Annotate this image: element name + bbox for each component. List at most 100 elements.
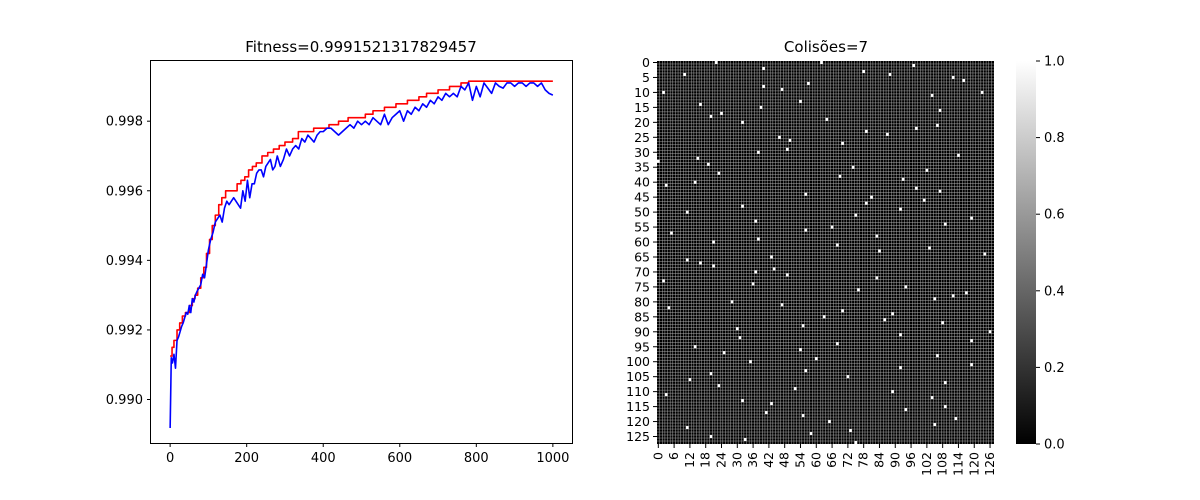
heatmap-cell-one [693, 345, 697, 349]
heatmap-y-tick-label: 90 [634, 324, 650, 339]
heatmap-cell-one [801, 414, 805, 418]
heatmap-cell-one [699, 102, 702, 106]
heatmap-y-tick-label: 70 [634, 264, 650, 279]
heatmap-cell-one [875, 234, 879, 238]
heatmap-cell-one [901, 177, 905, 181]
heatmap-cell-one [904, 408, 908, 412]
heatmap-x-tick-label: 54 [792, 452, 807, 468]
y-tick-label: 0.996 [106, 184, 143, 199]
heatmap-x-tick-label: 126 [982, 452, 997, 476]
heatmap-y-tick-label: 40 [634, 175, 650, 190]
collisions-chart-title: Colisões=7 [784, 38, 868, 56]
heatmap-cell-one [933, 423, 937, 427]
heatmap-x-tick-label: 90 [887, 452, 902, 468]
heatmap-cell-one [741, 204, 744, 208]
heatmap-cell-one [854, 441, 858, 444]
heatmap-cell-one [891, 390, 894, 394]
heatmap-cell-one [962, 78, 966, 82]
heatmap-cell-one [709, 372, 713, 376]
heatmap-cell-one [830, 225, 834, 229]
heatmap-cell-one [793, 387, 797, 391]
heatmap-cell-one [864, 129, 868, 133]
heatmap-cell-one [749, 360, 752, 364]
heatmap-x-tick-label: 0 [650, 452, 665, 460]
heatmap-cell-one [762, 66, 765, 70]
heatmap-cell-one [930, 93, 934, 97]
heatmap-cell-one [804, 369, 808, 373]
collisions-chart: Colisões=7 05101520253035404550556065707… [626, 38, 997, 476]
heatmap-cell-one [717, 384, 721, 388]
heatmap-cell-one [780, 87, 784, 91]
heatmap-cell-one [870, 195, 873, 199]
x-tick-label: 800 [464, 451, 489, 466]
x-tick-label: 600 [387, 451, 412, 466]
colorbar-tick-label: 0.0 [1044, 438, 1065, 453]
heatmap-cell-one [825, 117, 829, 121]
heatmap-x-tick-label: 60 [808, 452, 823, 468]
heatmap-cells [657, 61, 994, 444]
heatmap-cell-one [693, 180, 697, 184]
heatmap-cell-one [915, 126, 918, 130]
heatmap-cell-one [888, 72, 892, 76]
heatmap-cell-one [807, 81, 810, 85]
heatmap-cell-one [915, 186, 918, 190]
heatmap-cell-one [965, 291, 968, 295]
heatmap-cell-one [712, 240, 715, 244]
fitness-chart-title: Fitness=0.9991521317829457 [245, 38, 477, 56]
heatmap-cell-one [930, 396, 934, 400]
heatmap-cell-one [922, 198, 926, 202]
heatmap-x-tick-label: 84 [871, 452, 886, 468]
heatmap-x-tick-label: 48 [777, 452, 792, 468]
heatmap-cell-one [941, 321, 944, 325]
heatmap-cell-one [754, 270, 758, 274]
heatmap-cell-one [904, 285, 908, 289]
heatmap-cell-one [757, 237, 760, 241]
heatmap-cell-one [741, 120, 744, 124]
heatmap-cell-one [857, 288, 860, 292]
heatmap-cell-one [925, 168, 929, 172]
heatmap-y-tick-label: 0 [642, 55, 650, 70]
colorbar-tick-label: 0.8 [1044, 131, 1065, 146]
heatmap-y-tick-label: 95 [634, 339, 650, 354]
heatmap-cell-one [954, 417, 958, 421]
heatmap-cell-one [657, 159, 660, 163]
heatmap-y-tick-label: 20 [634, 115, 650, 130]
heatmap-cell-one [957, 153, 960, 157]
heatmap-cell-one [970, 216, 973, 220]
heatmap-cell-one [709, 435, 713, 439]
heatmap-cell-one [838, 174, 842, 178]
heatmap-cell-one [709, 114, 713, 118]
heatmap-y-tick-label: 120 [626, 414, 650, 429]
x-tick-label: 200 [234, 451, 259, 466]
y-tick-label: 0.992 [106, 323, 143, 338]
heatmap-x-tick-label: 12 [682, 452, 697, 468]
heatmap-cell-one [814, 357, 818, 361]
heatmap-y-tick-label: 100 [626, 354, 650, 369]
heatmap-x-tick-label: 120 [966, 452, 981, 476]
heatmap-cell-one [988, 330, 992, 334]
heatmap-cell-one [899, 207, 902, 211]
heatmap-x-tick-label: 96 [903, 452, 918, 468]
heatmap-cell-one [970, 339, 973, 343]
heatmap-x-tick-label: 18 [698, 452, 713, 468]
heatmap-cell-one [707, 162, 710, 166]
heatmap-cell-one [899, 333, 902, 337]
heatmap-x-tick-label: 24 [714, 452, 729, 468]
heatmap-cell-one [875, 276, 879, 280]
heatmap-cell-one [788, 138, 792, 142]
heatmap-x-tick-label: 36 [745, 452, 760, 468]
heatmap-y-tick-label: 75 [634, 279, 650, 294]
heatmap-cell-one [899, 366, 902, 370]
heatmap-cell-one [851, 165, 855, 169]
heatmap-cell-one [714, 61, 718, 64]
heatmap-cell-one [983, 252, 987, 256]
heatmap-y-tick-label: 110 [626, 384, 650, 399]
heatmap-cell-one [980, 90, 984, 94]
x-tick-label: 1000 [536, 451, 569, 466]
heatmap-cell-one [864, 201, 868, 205]
heatmap-cell-one [662, 279, 665, 283]
heatmap-y-tick-label: 5 [642, 70, 650, 85]
heatmap-cell-one [664, 183, 668, 187]
heatmap-cell-one [809, 432, 813, 436]
heatmap-cell-one [828, 420, 831, 424]
